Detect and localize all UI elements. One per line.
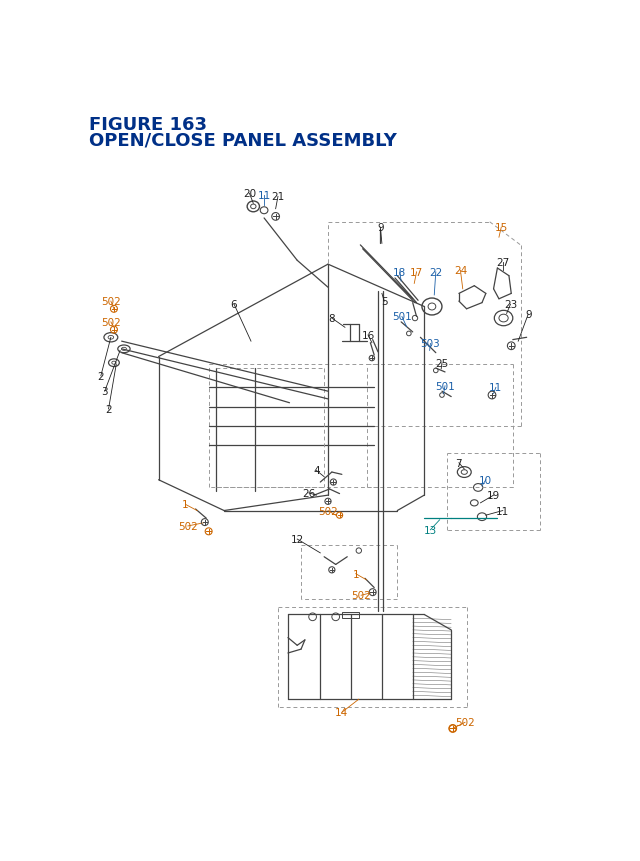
Text: 503: 503	[420, 339, 440, 349]
Text: 9: 9	[525, 310, 531, 319]
Text: 21: 21	[271, 192, 285, 202]
Text: 27: 27	[496, 257, 509, 268]
Text: 502: 502	[455, 717, 475, 728]
Text: 1: 1	[182, 499, 189, 510]
Text: 4: 4	[313, 466, 320, 476]
Text: 501: 501	[392, 313, 412, 322]
Text: 8: 8	[328, 313, 335, 324]
Text: 14: 14	[335, 708, 349, 717]
Text: 7: 7	[456, 458, 462, 468]
Text: 11: 11	[489, 383, 502, 393]
Text: 502: 502	[101, 318, 121, 327]
Text: 13: 13	[424, 525, 437, 536]
Text: 1: 1	[353, 569, 359, 579]
Bar	[342, 612, 359, 618]
Text: 501: 501	[435, 381, 455, 392]
Text: 502: 502	[318, 506, 338, 516]
Text: 502: 502	[351, 591, 371, 600]
Text: 502: 502	[178, 521, 198, 531]
Text: FIGURE 163: FIGURE 163	[90, 115, 207, 133]
Text: 3: 3	[101, 387, 108, 397]
Text: OPEN/CLOSE PANEL ASSEMBLY: OPEN/CLOSE PANEL ASSEMBLY	[90, 131, 397, 149]
Text: 15: 15	[495, 223, 508, 233]
Text: 16: 16	[362, 331, 374, 341]
Text: 11: 11	[496, 506, 509, 516]
Text: 20: 20	[243, 189, 256, 199]
Text: 2: 2	[105, 405, 112, 414]
Text: 2: 2	[97, 371, 104, 381]
Text: 24: 24	[454, 266, 467, 276]
Text: 9: 9	[377, 223, 383, 233]
Text: 6: 6	[231, 300, 237, 310]
Text: 502: 502	[101, 297, 121, 307]
Text: 18: 18	[393, 268, 406, 277]
Text: 23: 23	[504, 300, 517, 310]
Text: 12: 12	[291, 535, 304, 544]
Text: 25: 25	[435, 358, 449, 369]
Text: 10: 10	[479, 475, 492, 486]
Text: 11: 11	[257, 190, 271, 201]
Text: 26: 26	[302, 488, 316, 499]
Text: 19: 19	[487, 491, 500, 500]
Text: 5: 5	[381, 297, 388, 307]
Text: 22: 22	[429, 268, 442, 277]
Text: 17: 17	[410, 268, 423, 277]
